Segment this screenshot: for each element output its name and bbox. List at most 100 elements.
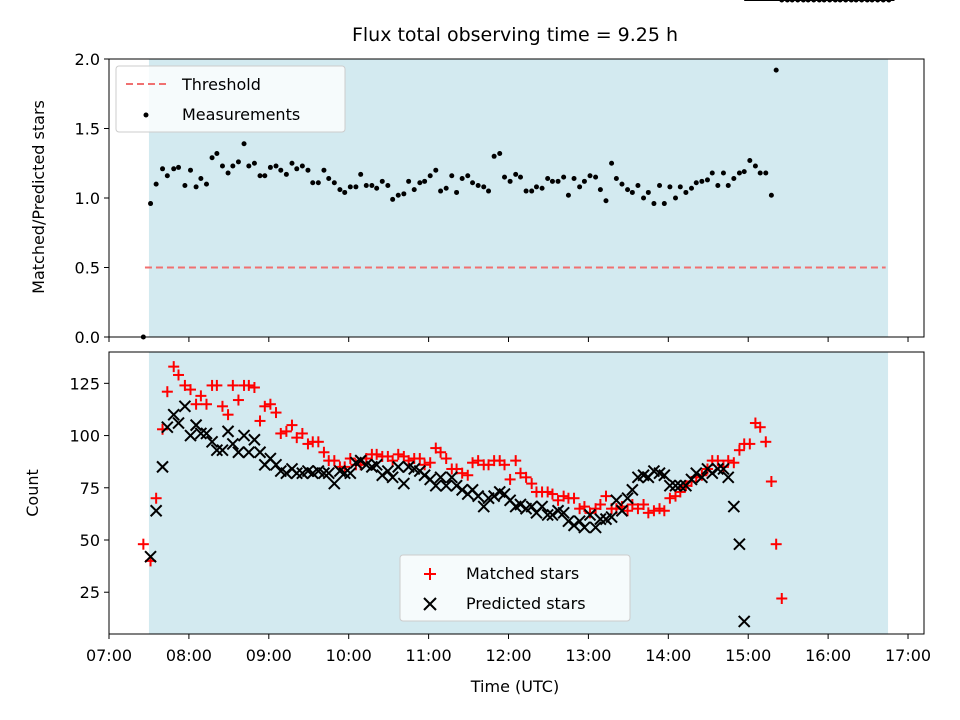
matched-star-marker	[440, 453, 452, 465]
measurement-point	[193, 184, 199, 190]
matched-star-marker	[232, 394, 244, 406]
measurement-point	[160, 166, 166, 172]
measurement-point	[219, 163, 225, 169]
measurement-point	[347, 184, 353, 190]
legend-threshold-label: Threshold	[181, 75, 261, 94]
measurement-point	[443, 185, 449, 191]
matched-star-marker	[387, 455, 399, 467]
predicted-star-marker	[434, 471, 447, 484]
measurement-point	[683, 189, 689, 195]
predicted-star-marker	[418, 469, 431, 482]
measurement-point	[353, 184, 359, 190]
measurement-point	[709, 170, 715, 176]
matched-star-marker	[733, 444, 745, 456]
x-tick-label: 07:00	[86, 646, 132, 665]
matched-star-marker	[642, 507, 654, 519]
measurement-point	[609, 160, 615, 166]
measurement-point	[153, 181, 159, 187]
measurement-point	[283, 171, 289, 177]
x-tick-label: 12:00	[485, 646, 531, 665]
measurement-point	[395, 192, 401, 198]
predicted-star-marker	[354, 454, 367, 467]
measurement-point	[757, 170, 763, 176]
top-y-axis: 0.0 0.5 1.0 1.5 2.0	[75, 50, 109, 347]
bottom-legend-box	[399, 554, 631, 622]
measurement-point	[198, 176, 204, 182]
measurement-point	[230, 163, 236, 169]
x-tick-label: 16:00	[805, 646, 851, 665]
measurement-point	[342, 189, 348, 195]
matched-star-marker	[227, 379, 239, 391]
measurement-point	[326, 176, 332, 182]
matched-star-marker	[520, 471, 532, 483]
measurement-point	[475, 182, 481, 188]
measurement-point	[581, 178, 587, 184]
measurement-point	[188, 167, 193, 173]
measurement-point	[214, 151, 220, 157]
matched-star-marker	[542, 486, 554, 498]
measurement-point	[465, 173, 471, 179]
matched-star-marker	[632, 503, 644, 515]
chart-title: Flux total observing time = 9.25 h	[352, 24, 678, 46]
predicted-star-marker	[242, 446, 256, 459]
top-panel: 0.00.51.01.52.0 Matched/Predicted stars …	[29, 0, 925, 347]
y-tick-label: 1.5	[75, 120, 100, 139]
predicted-star-marker	[610, 494, 623, 507]
predicted-star-marker	[317, 466, 331, 480]
predicted-star-marker	[392, 460, 405, 474]
matched-star-marker	[744, 438, 756, 450]
matched-star-marker	[467, 457, 479, 469]
predicted-star-marker	[567, 519, 581, 532]
measurement-point	[747, 157, 753, 163]
measurement-point	[571, 176, 577, 182]
matched-star-marker	[622, 505, 634, 517]
matched-star-marker	[371, 448, 383, 460]
measurement-point	[417, 180, 423, 186]
matched-star-marker	[674, 486, 686, 498]
measurement-point	[497, 151, 503, 157]
measurement-point	[422, 178, 428, 184]
matched-star-marker	[574, 503, 586, 515]
predicted-star-marker	[269, 458, 283, 472]
matched-star-marker	[275, 427, 287, 439]
matched-star-marker	[664, 492, 676, 504]
matched-star-marker	[254, 415, 266, 427]
measurement-point	[374, 185, 380, 191]
predicted-star-marker	[216, 443, 229, 457]
measurement-point	[725, 182, 731, 188]
measurement-point	[241, 141, 247, 147]
predicted-star-marker	[717, 462, 730, 476]
measurement-point	[752, 163, 758, 169]
matched-star-marker	[419, 459, 431, 471]
bottom-y-axis-label: Count	[23, 469, 42, 517]
bottom-panel-frame	[108, 351, 925, 635]
matched-star-marker	[654, 503, 666, 515]
predicted-star-marker	[658, 469, 671, 482]
x-axis: 07:00 08:00 09:00 10:00 11:00 12:00 13:00 14:00…	[86, 634, 931, 665]
matched-star-marker	[248, 382, 260, 394]
measurement-point	[555, 178, 561, 184]
predicted-star-marker	[663, 479, 677, 492]
predicted-star-marker	[706, 466, 719, 480]
measurement-point	[315, 180, 321, 186]
measurement-point	[693, 180, 699, 186]
predicted-star-marker	[386, 471, 399, 484]
measurement-point	[645, 189, 651, 195]
measurement-point	[517, 174, 523, 180]
measurement-point	[763, 170, 769, 176]
measurement-point	[603, 198, 609, 204]
predicted-star-marker	[695, 471, 709, 484]
predicted-star-marker	[156, 460, 169, 474]
predicted-star-marker	[280, 466, 293, 480]
measurement-point	[625, 187, 631, 193]
measurement-point	[565, 192, 571, 198]
top-legend: Threshold Measurements	[115, 65, 346, 133]
measurement-point	[549, 178, 555, 184]
predicted-star-marker	[253, 446, 267, 459]
y-tick-label: 1.0	[75, 189, 100, 208]
predicted-star-marker	[525, 500, 538, 513]
measurement-points	[140, 0, 892, 340]
measurement-point	[299, 163, 305, 169]
predicted-star-marker	[615, 504, 629, 517]
